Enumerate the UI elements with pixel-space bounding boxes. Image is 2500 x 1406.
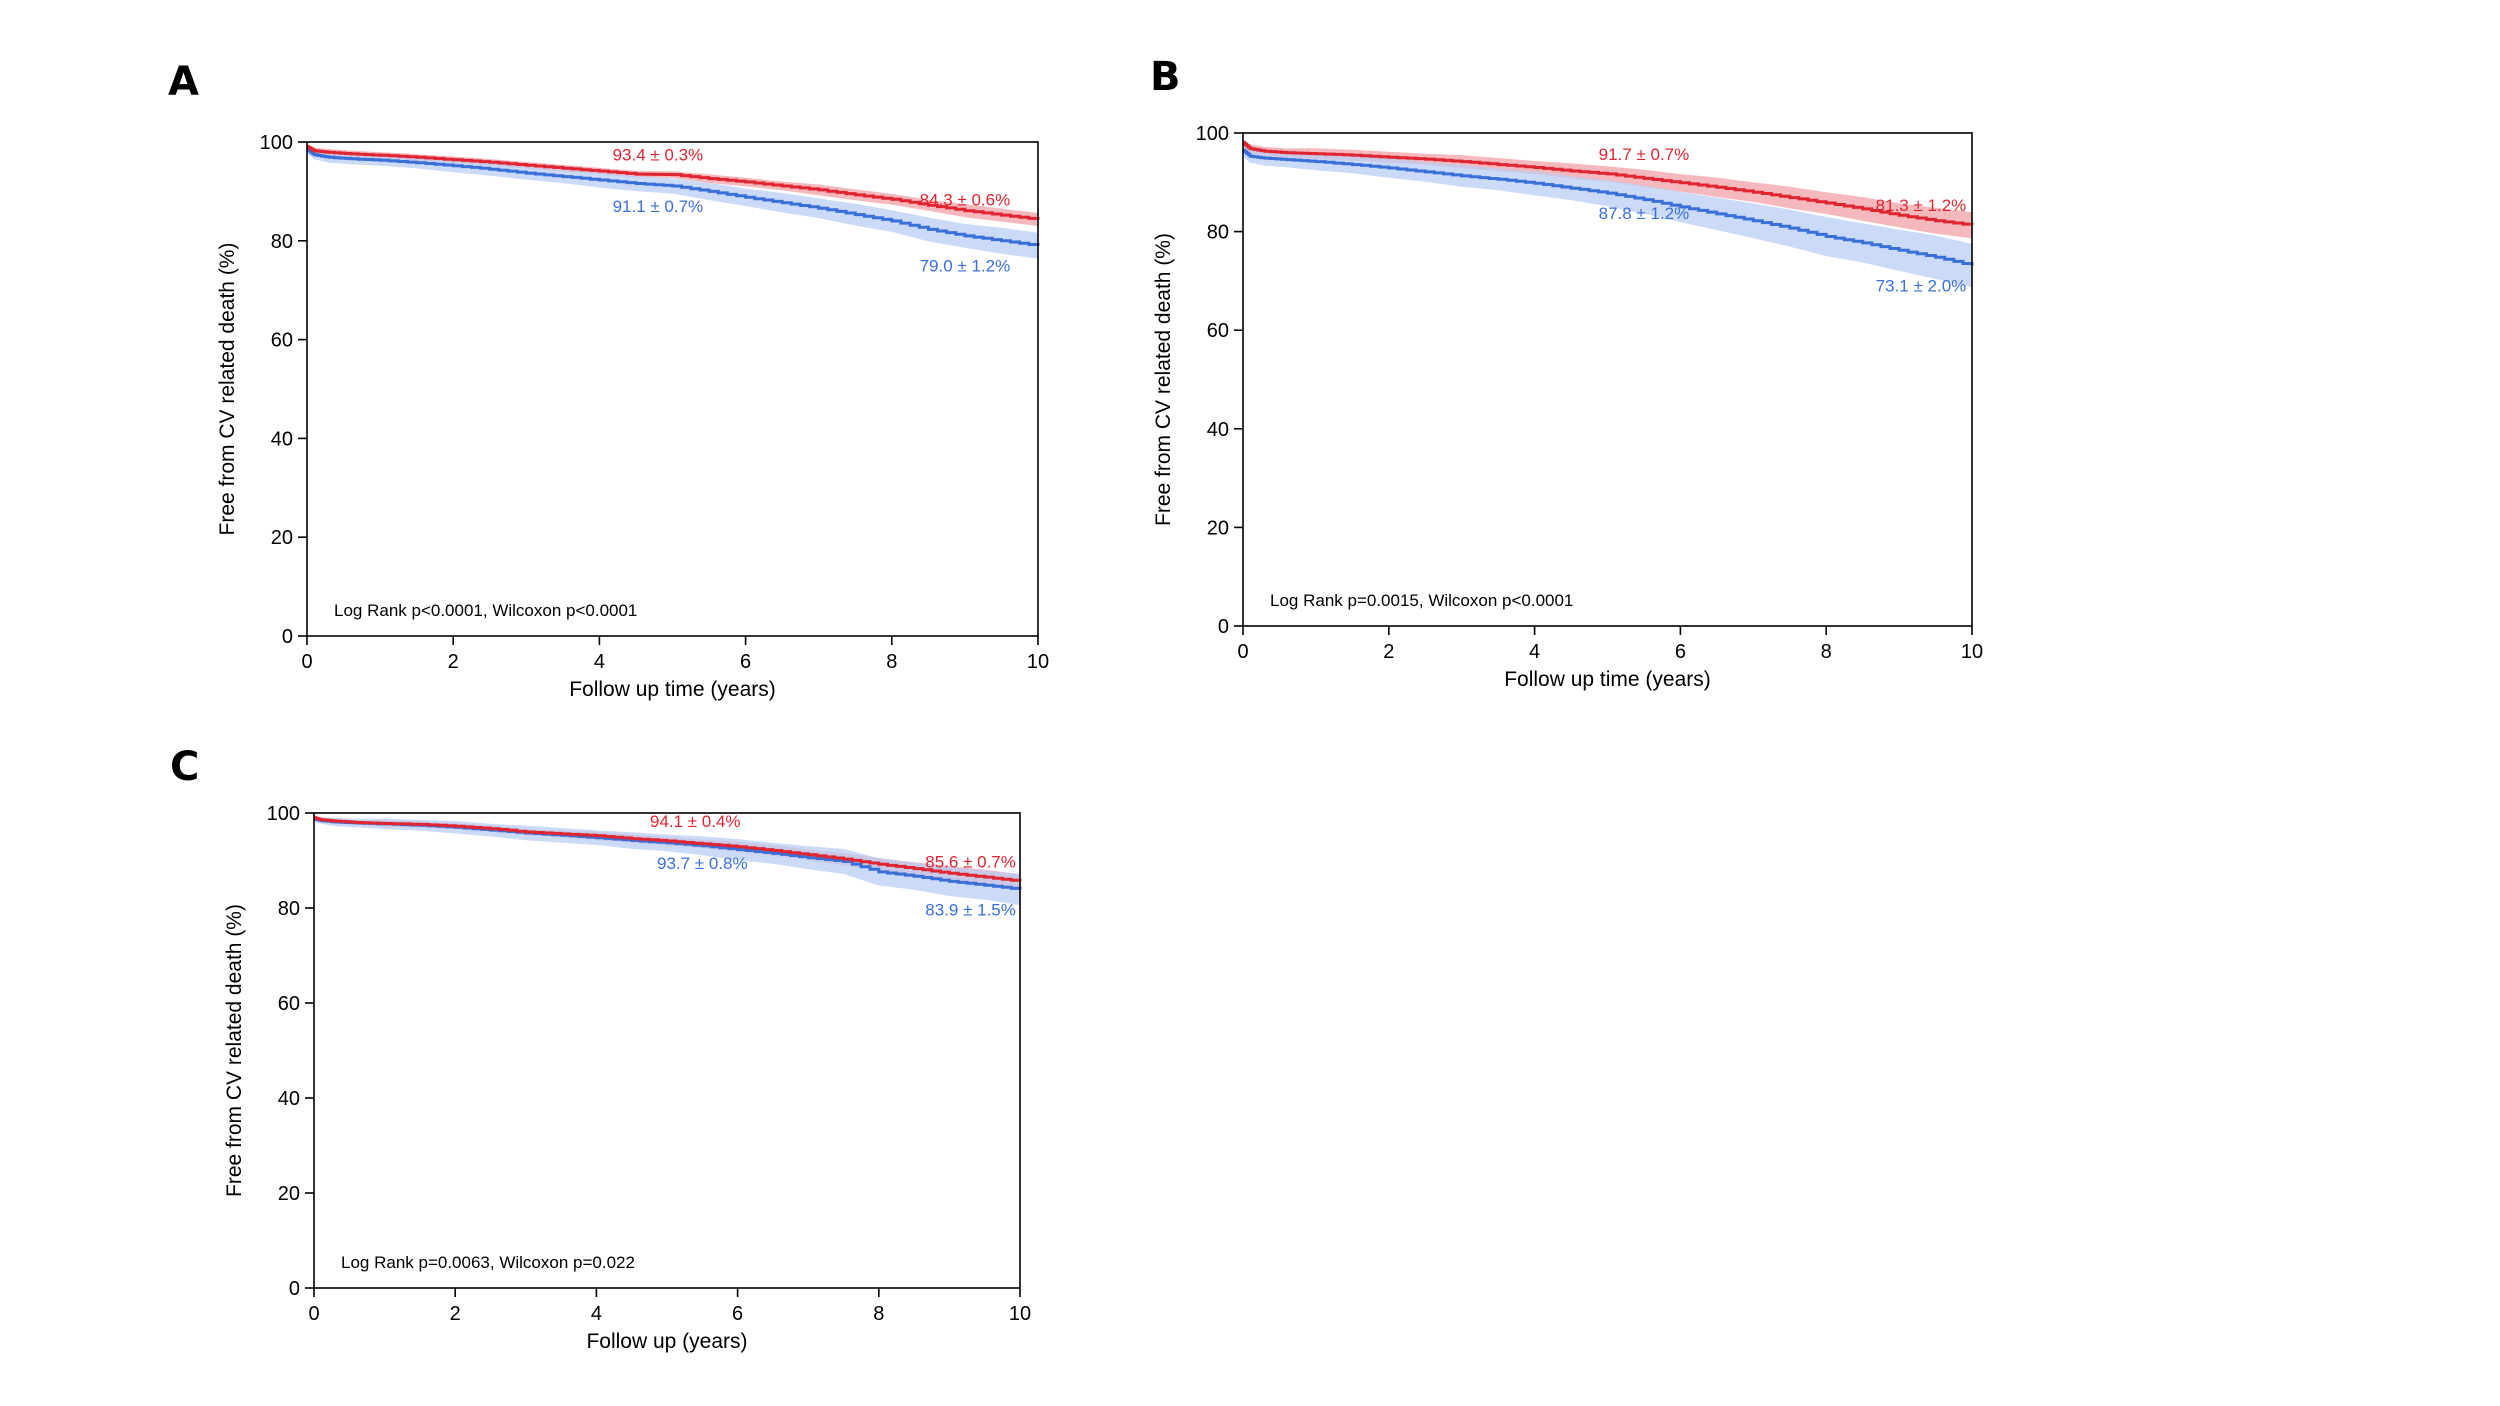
chart-panel-c: C 0 20 40 60 80 100 0 2 4 6 8 10 Follow up (years) Fre… [170,744,1031,1353]
group-blue-annotation: 87.8 ± 1.2% [1599,204,1690,223]
chart-panel-a: A 0 20 40 60 80 100 0 2 4 6 8 10 Follow up time (year… [168,59,1049,701]
y-axis-label: Free from CV related death (%) [223,904,246,1197]
y-tick-label: 60 [278,993,300,1015]
group-red-annotation: 91.7 ± 0.7% [1599,145,1690,164]
group-blue-annotation: 93.7 ± 0.8% [657,854,748,873]
y-tick-label: 60 [271,330,293,352]
y-tick-label: 80 [1207,222,1229,244]
y-tick-label: 100 [267,803,300,825]
group-blue-annotation: 83.9 ± 1.5% [925,900,1016,919]
stat-text: Log Rank p=0.0063, Wilcoxon p=0.022 [341,1253,635,1272]
plot-frame [306,141,1039,637]
y-tick-label: 100 [260,132,293,154]
x-axis-label: Follow up time (years) [1504,668,1711,691]
x-tick-label: 4 [1529,641,1540,663]
x-tick-label: 6 [740,651,751,673]
group-blue-annotation: 79.0 ± 1.2% [920,257,1011,276]
group-blue-survival-line [1243,148,1974,266]
x-tick-label: 10 [1009,1303,1031,1325]
y-tick-label: 0 [289,1278,300,1300]
x-tick-label: 2 [1383,641,1394,663]
y-tick-label: 0 [282,626,293,648]
y-tick-label: 0 [1218,616,1229,638]
stat-text: Log Rank p=0.0015, Wilcoxon p<0.0001 [1270,591,1573,610]
group-red-annotation: 81.3 ± 1.2% [1876,196,1967,215]
x-tick-label: 8 [1821,641,1832,663]
y-tick-label: 40 [1207,419,1229,441]
y-tick-label: 40 [271,428,293,450]
group-red-survival-line [307,145,1040,220]
group-red-survival-line [1243,141,1974,226]
group-red-survival-line [314,816,1022,882]
panel-letter-a: A [168,59,199,105]
x-tick-label: 6 [1675,641,1686,663]
group-blue-ci-band [1243,143,1972,288]
x-tick-label: 6 [732,1303,743,1325]
x-tick-label: 8 [873,1303,884,1325]
x-tick-label: 0 [308,1303,319,1325]
y-tick-label: 80 [278,898,300,920]
x-tick-label: 0 [301,651,312,673]
plot-frame [313,812,1021,1289]
x-tick-label: 8 [886,651,897,673]
group-blue-survival-line [307,147,1040,246]
group-red-annotation: 94.1 ± 0.4% [650,812,741,831]
group-blue-annotation: 73.1 ± 2.0% [1876,277,1967,296]
x-tick-label: 0 [1237,641,1248,663]
y-axis-label: Free from CV related death (%) [216,243,239,536]
x-axis-label: Follow up time (years) [569,678,776,701]
y-tick-label: 20 [271,527,293,549]
group-red-annotation: 84.3 ± 0.6% [920,191,1011,210]
group-blue-ci-band [307,145,1038,259]
plot-frame [1242,132,1973,627]
stat-text: Log Rank p<0.0001, Wilcoxon p<0.0001 [334,601,637,620]
group-red-annotation: 93.4 ± 0.3% [613,146,704,165]
y-tick-label: 60 [1207,320,1229,342]
y-tick-label: 100 [1196,123,1229,145]
chart-panel-b: B 0 20 40 60 80 100 0 2 4 6 8 10 Follow up time (year… [1150,54,1983,691]
y-tick-label: 20 [1207,517,1229,539]
group-blue-annotation: 91.1 ± 0.7% [613,197,704,216]
y-tick-label: 40 [278,1088,300,1110]
x-tick-label: 2 [448,651,459,673]
group-red-annotation: 85.6 ± 0.7% [925,852,1016,871]
y-tick-label: 20 [278,1183,300,1205]
x-tick-label: 4 [594,651,605,673]
x-axis-label: Follow up (years) [586,1330,747,1353]
panel-letter-b: B [1150,54,1181,100]
x-tick-label: 10 [1027,651,1049,673]
x-tick-label: 4 [591,1303,602,1325]
y-axis-label: Free from CV related death (%) [1152,233,1175,526]
y-tick-label: 80 [271,231,293,253]
panel-letter-c: C [170,744,199,790]
x-tick-label: 10 [1961,641,1983,663]
x-tick-label: 2 [450,1303,461,1325]
